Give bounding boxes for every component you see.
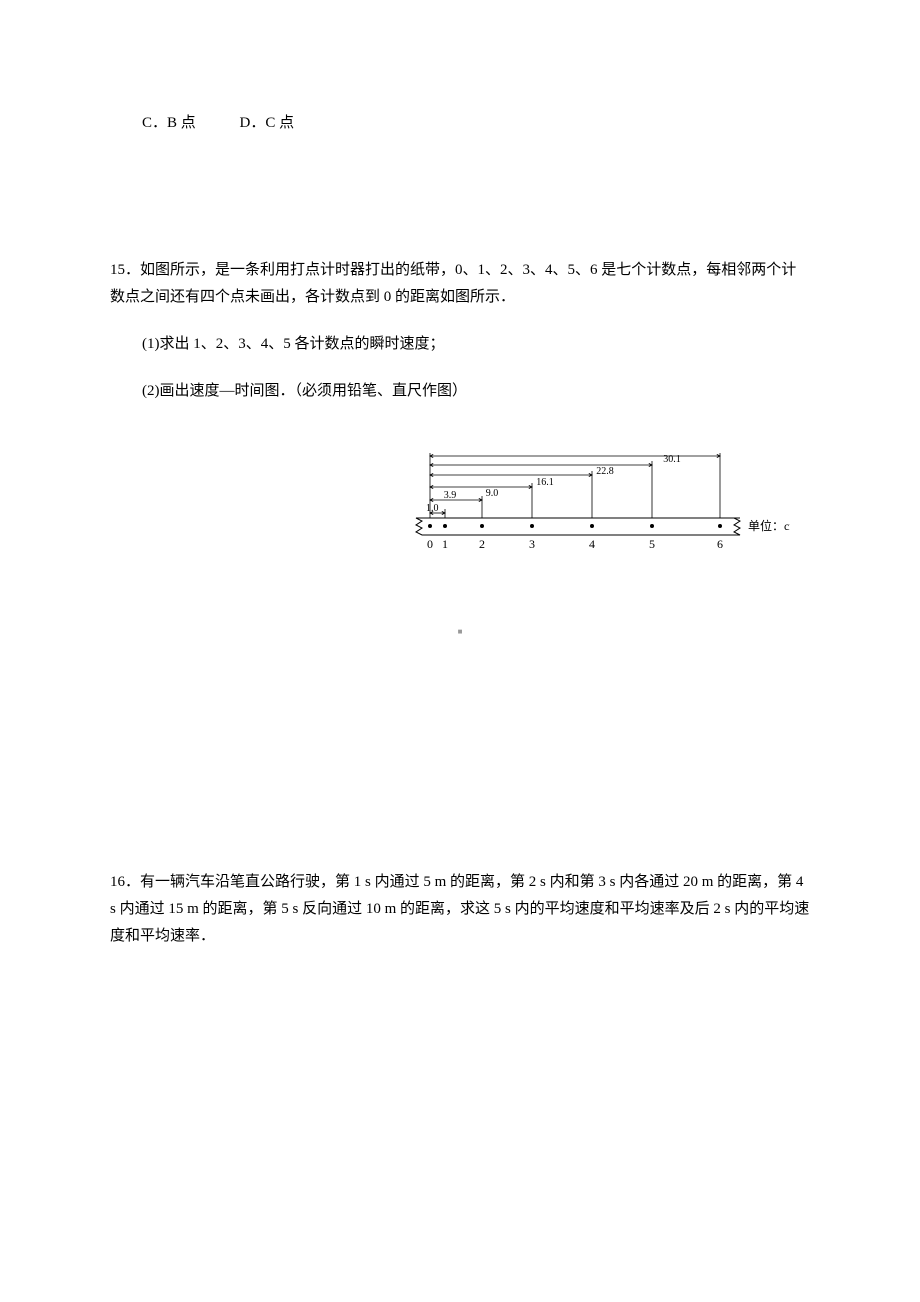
point-label-6: 6	[717, 537, 723, 551]
point-label-2: 2	[479, 537, 485, 551]
option-d-letter: D	[240, 115, 251, 131]
option-row-cd: C．B 点 D．C 点	[110, 110, 810, 137]
point-label-3: 3	[529, 537, 535, 551]
tape-diagram: 0 1 2 3 4 5 6 1.0 3.9	[410, 445, 790, 555]
question-15-number: 15．	[110, 262, 140, 278]
option-d-text: ．C 点	[250, 115, 294, 131]
option-c-letter: C	[142, 115, 152, 131]
point-label-4: 4	[589, 537, 595, 551]
question-15-text: 如图所示，是一条利用打点计时器打出的纸带，0、1、2、3、4、5、6 是七个计数…	[110, 262, 796, 305]
option-c: C．B 点	[142, 110, 196, 137]
point-label-5: 5	[649, 537, 655, 551]
center-marker: ■	[110, 625, 810, 639]
tape-diagram-container: 0 1 2 3 4 5 6 1.0 3.9	[110, 445, 810, 565]
question-15-intro: 15．如图所示，是一条利用打点计时器打出的纸带，0、1、2、3、4、5、6 是七…	[110, 257, 810, 311]
measurement-5: 22.8	[596, 466, 614, 477]
question-16-body: 16．有一辆汽车沿笔直公路行驶，第 1 s 内通过 5 m 的距离，第 2 s …	[110, 869, 810, 950]
point-label-0: 0	[427, 537, 433, 551]
question-15-sub1: (1)求出 1、2、3、4、5 各计数点的瞬时速度；	[110, 331, 810, 358]
measurement-2: 3.9	[444, 490, 457, 501]
question-16: 16．有一辆汽车沿笔直公路行驶，第 1 s 内通过 5 m 的距离，第 2 s …	[110, 869, 810, 950]
measurement-1: 1.0	[426, 503, 439, 514]
measurement-3: 9.0	[486, 488, 499, 499]
question-16-number: 16．	[110, 874, 140, 890]
option-d: D．C 点	[240, 110, 295, 137]
unit-label: 单位：cm	[748, 518, 790, 533]
point-label-1: 1	[442, 537, 448, 551]
question-15-sub2: (2)画出速度—时间图．（必须用铅笔、直尺作图）	[110, 378, 810, 405]
measurement-4: 16.1	[536, 477, 554, 488]
measurement-6: 30.1	[663, 454, 681, 465]
question-15: 15．如图所示，是一条利用打点计时器打出的纸带，0、1、2、3、4、5、6 是七…	[110, 257, 810, 405]
question-16-text: 有一辆汽车沿笔直公路行驶，第 1 s 内通过 5 m 的距离，第 2 s 内和第…	[110, 874, 809, 944]
option-c-text: ．B 点	[152, 115, 196, 131]
